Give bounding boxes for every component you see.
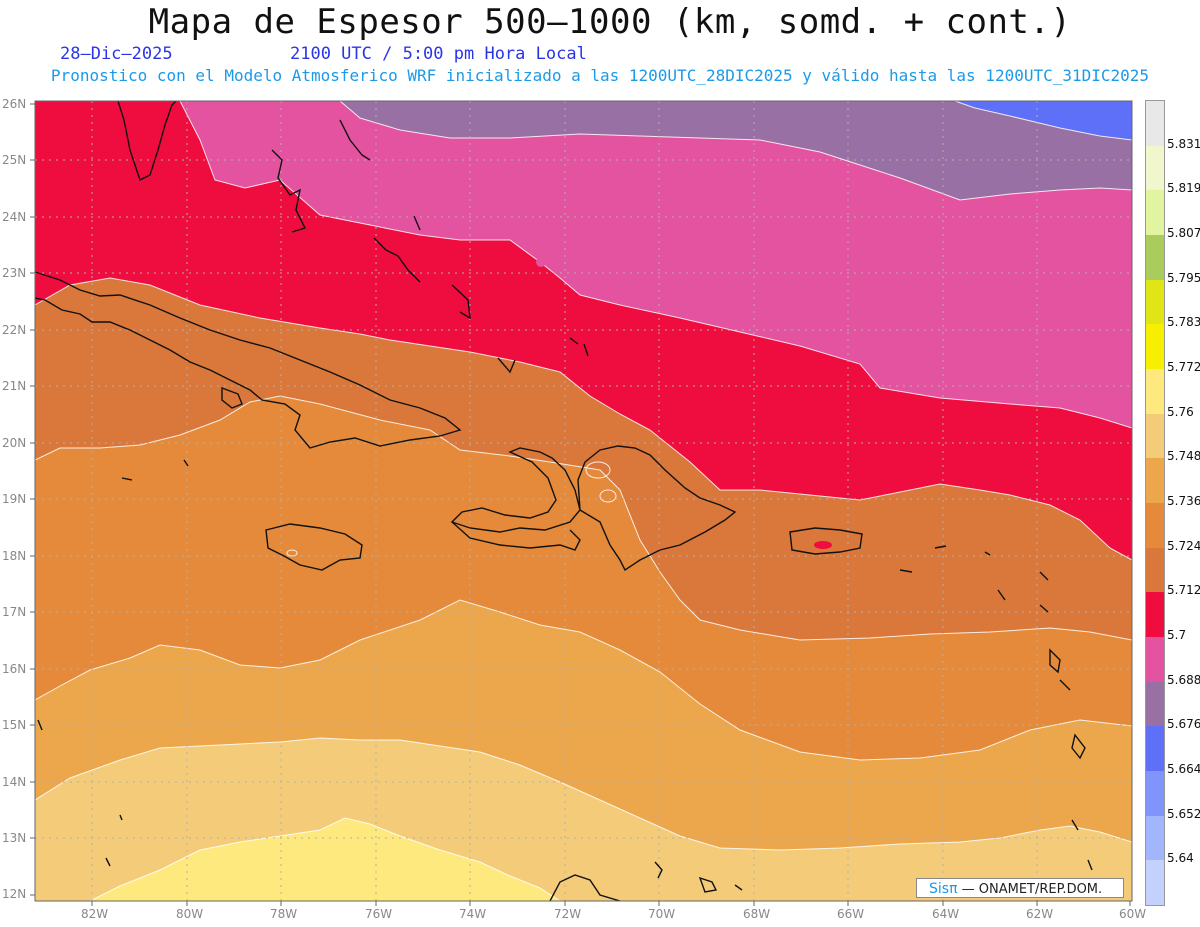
- forecast-note: Pronostico con el Modelo Atmosferico WRF…: [50, 66, 1150, 85]
- credit-org: — ONAMET/REP.DOM.: [961, 882, 1103, 897]
- colorbar-label: 5.748: [1167, 449, 1200, 464]
- colorbar-label: 5.795: [1167, 270, 1200, 285]
- colorbar-label: 5.652: [1167, 806, 1200, 821]
- colorbar-segment: [1146, 324, 1164, 370]
- colorbar-segment: [1146, 681, 1164, 727]
- colorbar-segment: [1146, 369, 1164, 415]
- lat-label: 21N: [2, 379, 27, 393]
- layer-5-664: [955, 101, 1132, 140]
- time-label: 2100 UTC / 5:00 pm Hora Local: [290, 44, 587, 64]
- colorbar: [1145, 100, 1165, 906]
- colorbar-label: 5.676: [1167, 717, 1200, 732]
- colorbar-label: 5.807: [1167, 226, 1200, 240]
- lon-label: 64W: [932, 907, 960, 921]
- colorbar-label: 5.64: [1167, 851, 1194, 866]
- pr-thickness-blob: [814, 541, 832, 549]
- coast-haiti-south: [451, 521, 581, 551]
- contour-lines: [35, 101, 1132, 901]
- lon-label: 78W: [270, 907, 298, 921]
- colorbar-label: 5.76: [1167, 404, 1194, 419]
- lon-label: 74W: [459, 907, 487, 921]
- colorbar-segment: [1146, 547, 1164, 593]
- lat-label: 15N: [2, 718, 27, 732]
- coastlines: [35, 101, 1093, 901]
- colorbar-segment: [1146, 413, 1164, 459]
- colorbar-label: 5.831: [1167, 136, 1200, 151]
- lat-label: 13N: [2, 831, 27, 845]
- colorbar-label: 5.736: [1167, 494, 1200, 508]
- colorbar-segment: [1146, 815, 1164, 861]
- coast-puerto-rico: [789, 527, 863, 555]
- colorbar-segment: [1146, 190, 1164, 236]
- colorbar-segment: [1146, 503, 1164, 549]
- lat-label: 16N: [2, 662, 27, 676]
- lat-label: 17N: [2, 605, 27, 619]
- colorbar-segment: [1146, 637, 1164, 683]
- colorbar-segment: [1146, 860, 1164, 906]
- lon-label: 60W: [1119, 907, 1147, 921]
- colorbar-label: 5.664: [1167, 762, 1200, 776]
- lat-label: 18N: [2, 549, 27, 563]
- layer-5-760: [90, 818, 560, 901]
- coast-hispaniola: [450, 445, 737, 572]
- colorbar-segment: [1146, 726, 1164, 772]
- lat-label: 23N: [2, 266, 27, 280]
- lon-label: 68W: [743, 907, 771, 921]
- colorbar-label: 5.783: [1167, 315, 1200, 330]
- coast-bahamas: [271, 119, 589, 374]
- axis-ticks: [30, 103, 1131, 906]
- lat-label: 19N: [2, 492, 27, 506]
- lat-label: 20N: [2, 436, 27, 450]
- date-label: 28—Dic—2025: [60, 44, 173, 64]
- colorbar-label: 5.819: [1167, 181, 1200, 196]
- shaded-layers: [35, 101, 1132, 901]
- lon-label: 66W: [837, 907, 865, 921]
- colorbar-segment: [1146, 145, 1164, 191]
- lon-label: 70W: [648, 907, 676, 921]
- lat-label: 22N: [2, 323, 27, 337]
- coast-isla-juventud: [221, 386, 243, 409]
- map-frame: [34, 100, 1133, 902]
- credit-box: Sisπ — ONAMET/REP.DOM.: [916, 878, 1124, 898]
- colorbar-label: 5.7: [1167, 628, 1187, 642]
- colorbar-label: 5.712: [1167, 583, 1200, 598]
- colorbar-label: 5.772: [1167, 360, 1200, 374]
- colorbar-segment: [1146, 592, 1164, 638]
- coast-florida: [117, 101, 177, 181]
- colorbar-segment: [1146, 101, 1164, 147]
- lon-label: 80W: [176, 907, 204, 921]
- lat-label: 25N: [2, 153, 27, 167]
- lat-label: 14N: [2, 775, 27, 789]
- lat-label: 24N: [2, 210, 27, 224]
- lat-label: 26N: [2, 97, 27, 111]
- lon-label: 82W: [81, 907, 109, 921]
- lon-label: 62W: [1026, 907, 1054, 921]
- coast-cuba: [35, 271, 462, 449]
- coast-small-islands: [37, 459, 189, 867]
- pink-island-blob: [536, 257, 546, 267]
- lon-label: 76W: [365, 907, 393, 921]
- coast-jamaica: [265, 523, 363, 571]
- colorbar-segment: [1146, 771, 1164, 817]
- lon-label: 72W: [554, 907, 582, 921]
- colorbar-segment: [1146, 235, 1164, 281]
- colorbar-segment: [1146, 279, 1164, 325]
- colorbar-segment: [1146, 458, 1164, 504]
- credit-brand: Sisπ: [929, 881, 958, 897]
- colorbar-label: 5.724: [1167, 538, 1200, 553]
- lat-lon-grid: [35, 101, 1132, 901]
- coast-south-america: [549, 861, 743, 901]
- map-title: Mapa de Espesor 500—1000 (km, somd. + co…: [148, 2, 1072, 42]
- lat-label: 12N: [2, 887, 27, 901]
- colorbar-label: 5.688: [1167, 672, 1200, 687]
